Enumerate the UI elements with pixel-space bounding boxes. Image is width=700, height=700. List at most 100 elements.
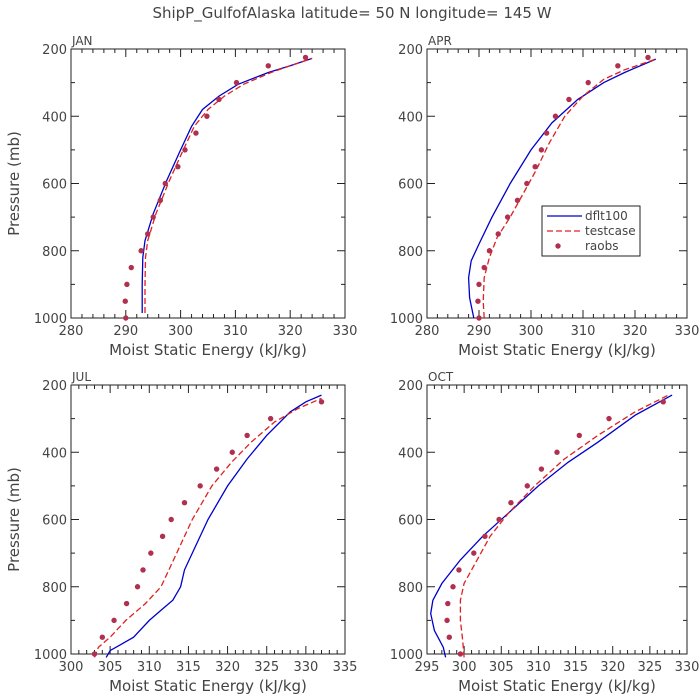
x-tick-label: 305 — [98, 660, 123, 675]
x-tick-label: 300 — [168, 324, 193, 339]
raobs-point — [122, 298, 128, 304]
x-tick-label: 330 — [293, 660, 318, 675]
raobs-point — [508, 499, 514, 506]
x-tick-label: 315 — [176, 660, 201, 675]
raobs-point — [456, 567, 462, 573]
raobs-point — [193, 130, 199, 136]
raobs-point — [175, 163, 181, 170]
y-tick-label: 400 — [398, 446, 423, 461]
raobs-point — [318, 399, 325, 405]
x-tick-label: 330 — [333, 324, 358, 339]
y-tick-label: 1000 — [34, 648, 67, 663]
raobs-point — [128, 264, 134, 271]
raobs-point — [99, 634, 106, 640]
raobs-point — [554, 449, 560, 455]
panel-label: JUL — [71, 370, 91, 384]
raobs-point — [213, 466, 220, 472]
series-line-dflt100 — [467, 58, 657, 319]
y-tick-label: 600 — [42, 514, 67, 529]
x-tick-label: 320 — [623, 324, 648, 339]
raobs-point — [476, 315, 482, 321]
x-tick-label: 310 — [223, 324, 248, 339]
raobs-point — [124, 281, 130, 288]
raobs-point — [645, 54, 651, 61]
y-tick-label: 600 — [398, 178, 423, 193]
raobs-point — [495, 231, 501, 237]
x-tick-label: 310 — [137, 660, 162, 675]
raobs-point — [482, 533, 488, 540]
raobs-point — [123, 315, 129, 321]
raobs-point — [471, 550, 477, 556]
y-tick-label: 400 — [42, 110, 67, 125]
raobs-point — [111, 617, 117, 624]
raobs-point — [496, 516, 502, 523]
raobs-point — [159, 533, 166, 540]
x-tick-label: 290 — [467, 324, 492, 339]
raobs-point — [566, 96, 572, 103]
x-axis-label: Moist Static Energy (kJ/kg) — [458, 677, 656, 695]
x-tick-label: 280 — [59, 324, 84, 339]
series-line-testcase — [93, 397, 322, 658]
raobs-point — [606, 415, 612, 422]
raobs-point — [229, 449, 235, 455]
raobs-point — [181, 499, 188, 506]
x-tick-label: 290 — [113, 324, 138, 339]
raobs-point — [168, 516, 174, 523]
x-tick-label: 310 — [571, 324, 596, 339]
series-line-testcase — [482, 58, 657, 319]
x-tick-label: 300 — [59, 660, 84, 675]
raobs-point — [216, 96, 222, 103]
raobs-point — [532, 163, 538, 170]
raobs-point — [91, 651, 98, 657]
y-tick-label: 200 — [398, 379, 423, 394]
y-tick-label: 200 — [398, 43, 423, 58]
panel-label: OCT — [428, 370, 454, 384]
y-tick-label: 400 — [42, 446, 67, 461]
x-tick-label: 310 — [526, 660, 551, 675]
y-tick-label: 800 — [398, 245, 423, 260]
x-axis-label: Moist Static Energy (kJ/kg) — [109, 677, 307, 695]
raobs-point — [148, 550, 154, 556]
raobs-point — [150, 214, 156, 220]
raobs-point — [445, 600, 451, 607]
raobs-point — [302, 54, 309, 61]
legend-entry-label: testcase — [585, 224, 636, 238]
y-tick-label: 1000 — [34, 312, 67, 327]
raobs-point — [660, 399, 666, 405]
y-tick-label: 1000 — [390, 648, 423, 663]
x-tick-label: 295 — [415, 660, 440, 675]
y-tick-label: 600 — [398, 514, 423, 529]
x-tick-label: 300 — [519, 324, 544, 339]
figure-title: ShipP_GulfofAlaska latitude= 50 N longit… — [152, 4, 551, 23]
y-tick-label: 200 — [42, 43, 67, 58]
series-line-dflt100 — [105, 394, 322, 658]
raobs-point — [444, 617, 450, 624]
plot-frame — [70, 48, 346, 319]
raobs-point — [481, 264, 487, 271]
raobs-point — [244, 432, 250, 439]
raobs-point — [457, 651, 464, 657]
x-tick-label: 335 — [333, 660, 358, 675]
plot-frame — [426, 48, 688, 319]
x-tick-label: 305 — [489, 660, 514, 675]
raobs-point — [145, 231, 151, 237]
y-tick-label: 600 — [42, 178, 67, 193]
raobs-point — [450, 584, 456, 590]
raobs-point — [524, 483, 530, 489]
y-axis-label: Pressure (mb) — [5, 131, 23, 236]
raobs-point — [123, 600, 130, 607]
raobs-point — [265, 63, 271, 69]
series-line-testcase — [144, 57, 313, 313]
x-tick-label: 320 — [278, 324, 303, 339]
series-line-testcase — [459, 394, 669, 658]
plot-frame — [426, 384, 688, 655]
raobs-point — [182, 147, 188, 153]
raobs-point — [267, 415, 274, 422]
x-axis-label: Moist Static Energy (kJ/kg) — [109, 341, 307, 359]
raobs-point — [514, 197, 521, 204]
raobs-point — [204, 113, 210, 119]
raobs-point — [585, 79, 591, 86]
x-tick-label: 315 — [563, 660, 588, 675]
